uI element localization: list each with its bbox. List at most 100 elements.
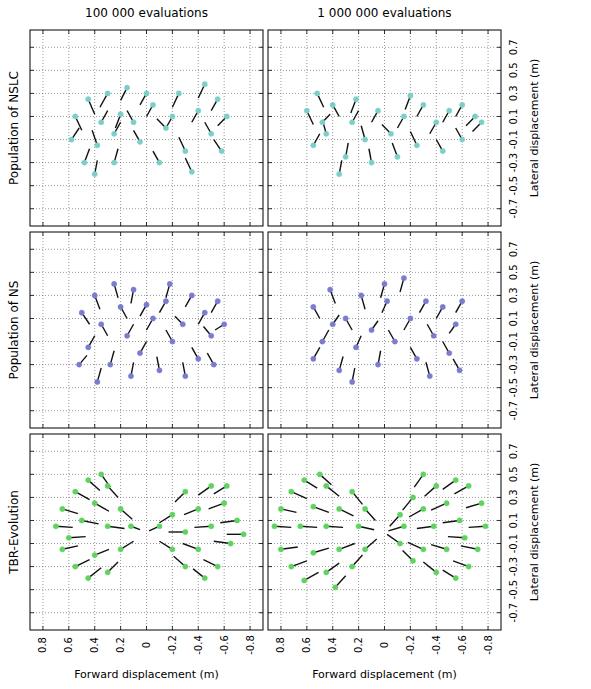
tick-mark [259,249,263,250]
tick-mark [497,410,501,411]
end-point [99,472,104,477]
end-point [395,154,400,159]
tick-mark [198,434,199,438]
tick-mark [268,387,272,388]
y-tick-label: -0.3 [509,153,520,173]
x-tick-label: 0.2 [353,637,364,653]
end-point [453,576,458,581]
y-tick-label: 0.3 [509,85,520,101]
grid-line [94,434,95,630]
end-point [189,293,194,298]
tick-mark [410,232,411,236]
y-tick-label: -0.7 [509,603,520,623]
end-point [224,483,229,488]
tick-mark [497,612,501,613]
end-point [362,547,367,552]
x-tick-label: 0.4 [327,637,338,653]
end-point [460,299,465,304]
tick-mark [30,249,34,250]
grid-line [332,30,333,226]
tick-mark [68,424,69,428]
tick-mark [120,424,121,428]
tick-mark [30,139,34,140]
end-point [157,524,162,529]
end-point [144,91,149,96]
grid-line [268,387,501,388]
end-point [289,489,294,494]
tick-mark [250,434,251,438]
tick-mark [332,424,333,428]
end-point [222,322,227,327]
tick-mark [259,520,263,521]
end-point [60,547,65,552]
tick-mark [488,232,489,236]
tick-mark [30,520,34,521]
grid-line [30,272,263,273]
tick-mark [462,232,463,236]
x-axis-label: Forward displacement (m) [74,668,219,681]
panel [30,232,263,428]
end-point [183,148,188,153]
grid-line [146,434,147,630]
grid-line [120,232,121,428]
data-group [69,82,230,177]
tick-mark [224,232,225,236]
tick-mark [488,424,489,428]
tick-mark [259,208,263,209]
end-point [324,570,329,575]
end-point [384,299,389,304]
tick-mark [259,185,263,186]
tick-mark [172,424,173,428]
x-tick-label: 0.2 [115,637,126,653]
end-point [128,524,133,529]
grid-line [42,434,43,630]
tick-mark [250,30,251,34]
end-point [473,114,478,119]
grid-line [30,589,263,590]
tick-mark [332,626,333,630]
tick-mark [146,626,147,630]
end-point [124,333,129,338]
tick-mark [268,249,272,250]
tick-mark [280,222,281,226]
grid-line [146,30,147,226]
grid-line [198,232,199,428]
end-point [304,108,309,113]
tick-mark [306,30,307,34]
tick-mark [68,232,69,236]
row-label: Population of NS [7,281,21,380]
tick-mark [30,566,34,567]
end-point [324,524,329,529]
tick-mark [30,295,34,296]
end-point [118,112,123,117]
end-point [224,114,229,119]
tick-mark [268,139,272,140]
y-tick-label: 0.7 [509,241,520,257]
tick-mark [384,434,385,438]
tick-mark [259,497,263,498]
tick-mark [198,222,199,226]
grid-line [30,249,263,250]
tick-mark [306,626,307,630]
end-point [337,506,342,511]
tick-mark [259,410,263,411]
end-point [86,97,91,102]
tick-mark [224,424,225,428]
tick-mark [30,387,34,388]
end-point [112,281,117,286]
end-point [118,506,123,511]
panel [268,30,501,226]
grid-line [268,474,501,475]
tick-mark [268,364,272,365]
end-point [73,489,78,494]
end-point [202,82,207,87]
end-point [124,85,129,90]
tick-mark [68,626,69,630]
grid-line [30,612,263,613]
end-point [408,316,413,321]
tick-mark [120,626,121,630]
x-tick-label: -0.8 [245,635,256,655]
row-label: TBR-Evolution [7,490,21,575]
end-point [53,524,58,529]
tick-mark [198,232,199,236]
